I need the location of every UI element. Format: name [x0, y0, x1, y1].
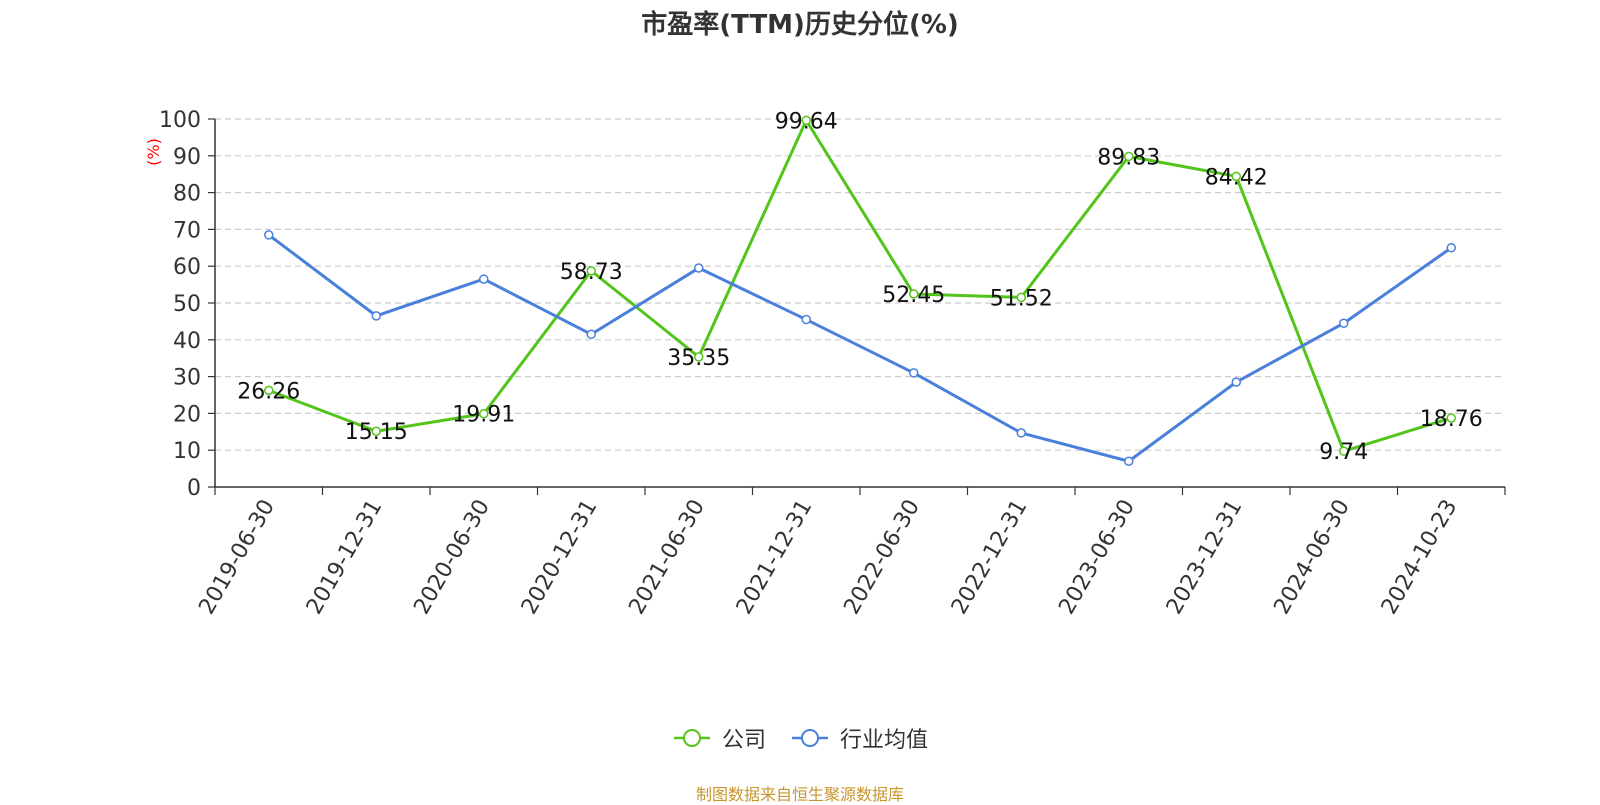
data-point-industry-average: [371, 311, 381, 321]
data-point-industry-average: [264, 230, 274, 240]
data-label-company: 15.15: [345, 420, 408, 445]
legend-label-industry-average: 行业均值: [840, 728, 929, 753]
axes: 0 10 20 30 40 50 60 70 80 90 100 (%) 2019-06-30 2019-…: [144, 108, 1506, 619]
y-tick-label: 40: [173, 329, 201, 354]
data-point-industry-average: [1124, 456, 1134, 466]
data-point-industry-average: [1339, 318, 1349, 328]
data-point-company: [586, 266, 596, 276]
data-point-industry-average: [586, 329, 596, 340]
data-point-industry-average: [694, 263, 704, 273]
data-point-company: [909, 289, 919, 299]
data-source-note: 制图数据来自恒生聚源数据库: [695, 785, 904, 804]
x-tick-label: 2020-12-31: [517, 496, 603, 619]
y-tick-label: 100: [159, 108, 201, 133]
data-label-company: 51.52: [990, 286, 1053, 311]
data-label-company: 89.83: [1097, 145, 1160, 170]
y-tick-label: 20: [173, 402, 201, 427]
legend-item-industry-average[interactable]: 行业均值: [790, 722, 928, 754]
data-point-company: [1339, 446, 1349, 456]
series-line-industry-average: [267, 233, 1453, 463]
legend: 公司 行业均值: [0, 722, 1600, 754]
series: [264, 115, 1456, 466]
data-label-company: 35.35: [667, 346, 730, 371]
data-label-company: 18.76: [1420, 407, 1483, 432]
data-point-company: [1124, 151, 1134, 162]
data-label-company: 52.45: [882, 283, 945, 308]
x-tick-label: 2019-06-30: [194, 496, 280, 619]
data-labels: 26.26 15.15 19.91 58.73 35.35 99.64 52.45 51.52…: [237, 109, 1482, 465]
chart-title: 市盈率(TTM)历史分位(%): [641, 10, 959, 40]
data-label-company: 19.91: [452, 403, 515, 428]
series-line-company: [268, 118, 1452, 453]
data-point-industry-average: [909, 368, 919, 378]
x-tick-label: 2024-10-23: [1377, 496, 1463, 619]
y-tick-label: 30: [173, 366, 201, 391]
legend-marker-company: [673, 729, 710, 747]
x-tick-label: 2024-06-30: [1269, 496, 1355, 619]
x-tick-label: 2022-06-30: [839, 496, 925, 619]
legend-item-company[interactable]: 公司: [672, 722, 766, 754]
y-tick-label: 70: [173, 218, 201, 243]
y-axis-label: (%): [144, 138, 163, 166]
data-point-industry-average: [1016, 428, 1026, 438]
data-point-company: [1446, 413, 1456, 423]
y-tick-label: 0: [187, 476, 201, 501]
data-point-industry-average: [479, 274, 489, 284]
data-label-company: 84.42: [1205, 165, 1268, 190]
x-tick-label: 2023-12-31: [1162, 496, 1248, 619]
data-point-company: [371, 426, 381, 436]
x-tick-label: 2021-12-31: [732, 496, 818, 619]
data-point-company: [694, 352, 704, 362]
y-tick-label: 90: [173, 145, 201, 170]
data-label-company: 58.73: [560, 260, 623, 285]
data-point-industry-average: [1231, 377, 1241, 387]
data-point-company: [1016, 292, 1026, 303]
data-point-company: [1231, 171, 1241, 182]
data-point-company: [264, 385, 274, 396]
data-point-industry-average: [1446, 243, 1456, 253]
data-label-company: 9.74: [1319, 440, 1368, 465]
x-tick-label: 2020-06-30: [409, 496, 495, 619]
y-tick-label: 10: [173, 439, 201, 464]
data-point-company: [479, 408, 489, 419]
data-label-company: 99.64: [775, 109, 838, 134]
x-tick-label: 2021-06-30: [624, 496, 710, 619]
y-tick-label: 60: [173, 255, 201, 280]
data-point-company: [801, 115, 811, 126]
x-tick-label: 2023-06-30: [1054, 496, 1140, 619]
x-tick-label: 2019-12-31: [302, 496, 388, 619]
data-point-industry-average: [801, 314, 811, 325]
data-label-company: 26.26: [237, 379, 300, 404]
y-tick-label: 80: [173, 182, 201, 207]
legend-label-company: 公司: [721, 728, 766, 753]
x-tick-label: 2022-12-31: [947, 496, 1033, 619]
legend-marker-industry-average: [792, 729, 828, 747]
grid-lines: [215, 118, 1505, 451]
y-tick-label: 50: [173, 292, 201, 317]
